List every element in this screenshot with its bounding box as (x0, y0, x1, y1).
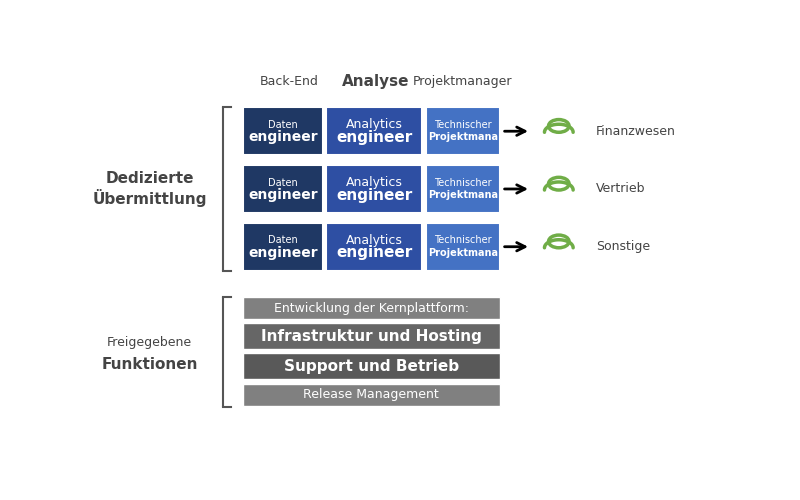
Bar (426, 165, 500, 213)
Text: Vertrieb: Vertrieb (596, 182, 646, 196)
Text: Support und Betrieb: Support und Betrieb (284, 358, 459, 374)
Text: Technischer: Technischer (434, 236, 491, 246)
Text: Technischer: Technischer (434, 178, 491, 188)
Text: Freigegebene: Freigegebene (107, 336, 192, 349)
Text: engineer: engineer (336, 130, 413, 145)
Text: Daten: Daten (268, 236, 298, 246)
Text: Release Management: Release Management (303, 388, 439, 402)
Text: Dedizierte
Übermittlung: Dedizierte Übermittlung (92, 171, 207, 207)
Text: engineer: engineer (248, 130, 318, 144)
Text: Analytics: Analytics (346, 118, 402, 132)
Bar (242, 297, 500, 320)
Text: engineer: engineer (336, 246, 413, 260)
Text: Back-End: Back-End (260, 74, 318, 88)
Bar (326, 165, 422, 213)
Bar (326, 222, 422, 271)
Text: Daten: Daten (268, 178, 298, 188)
Bar (242, 323, 500, 349)
Text: Infrastruktur und Hosting: Infrastruktur und Hosting (261, 328, 482, 344)
Text: Projektmana: Projektmana (428, 132, 498, 142)
Bar (242, 384, 500, 406)
Text: Projektmana: Projektmana (428, 190, 498, 200)
Bar (242, 107, 323, 156)
Bar (326, 107, 422, 156)
Text: Finanzwesen: Finanzwesen (596, 124, 676, 138)
Bar (242, 165, 323, 213)
Text: Sonstige: Sonstige (596, 240, 650, 253)
Bar (242, 353, 500, 379)
Text: engineer: engineer (336, 188, 413, 202)
Text: Projektmana: Projektmana (428, 248, 498, 258)
Bar (426, 107, 500, 156)
Text: Daten: Daten (268, 120, 298, 130)
Text: Projektmanager: Projektmanager (413, 74, 513, 88)
Bar (242, 222, 323, 271)
Bar (426, 222, 500, 271)
Text: Entwicklung der Kernplattform:: Entwicklung der Kernplattform: (274, 302, 469, 315)
Text: Analyse: Analyse (342, 74, 410, 88)
Text: Funktionen: Funktionen (102, 356, 198, 372)
Text: Analytics: Analytics (346, 176, 402, 189)
Text: Analytics: Analytics (346, 234, 402, 247)
Text: engineer: engineer (248, 188, 318, 202)
Text: Technischer: Technischer (434, 120, 491, 130)
Text: engineer: engineer (248, 246, 318, 260)
